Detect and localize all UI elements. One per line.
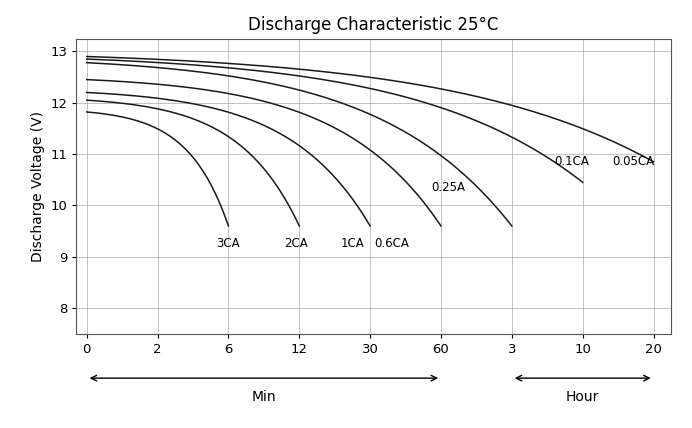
Y-axis label: Discharge Voltage (V): Discharge Voltage (V) <box>30 111 44 262</box>
Text: 0.1CA: 0.1CA <box>554 155 590 168</box>
Text: Min: Min <box>252 390 276 404</box>
Title: Discharge Characteristic 25°C: Discharge Characteristic 25°C <box>248 16 499 34</box>
Text: Hour: Hour <box>566 390 599 404</box>
Text: 0.6CA: 0.6CA <box>374 238 409 250</box>
Text: 0.05CA: 0.05CA <box>612 155 655 168</box>
Text: 3CA: 3CA <box>217 238 240 250</box>
Text: 0.25A: 0.25A <box>431 181 465 194</box>
Text: 2CA: 2CA <box>284 238 308 250</box>
Text: 1CA: 1CA <box>340 238 364 250</box>
